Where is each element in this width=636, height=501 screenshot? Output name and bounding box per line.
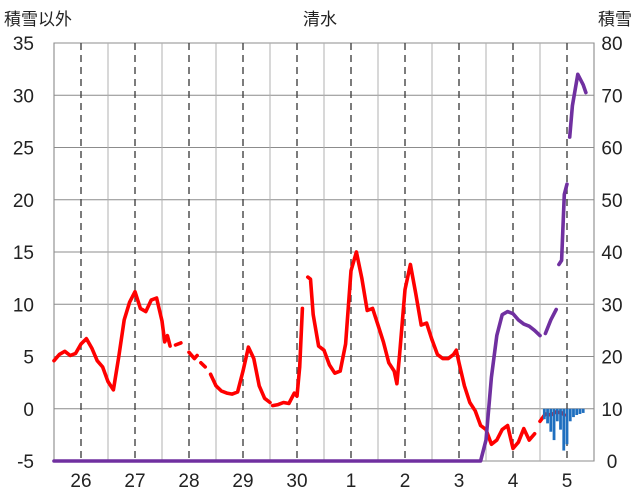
precip-bar	[552, 408, 556, 441]
right-tick-label: 30	[601, 295, 622, 316]
left-axis-label: 積雪以外	[4, 10, 72, 29]
right-tick-label: 10	[601, 400, 622, 421]
x-tick-label: 4	[508, 471, 519, 492]
right-tick-label: 60	[601, 139, 622, 160]
chart-title: 清水	[303, 10, 337, 29]
precip-bar	[542, 408, 546, 420]
precip-bar	[565, 408, 569, 445]
left-tick-label: 25	[13, 139, 34, 160]
x-tick-label: 29	[232, 471, 253, 492]
left-tick-label: 10	[13, 295, 34, 316]
left-tick-label: -5	[17, 452, 34, 473]
x-tick-label: 26	[70, 471, 91, 492]
precip-bar	[572, 408, 575, 418]
x-tick-label: 2	[400, 471, 411, 492]
precip-bar	[546, 408, 549, 424]
precip-bar	[549, 408, 553, 432]
x-tick-label: 30	[286, 471, 307, 492]
series-layer	[52, 72, 588, 463]
series-precip	[542, 408, 585, 451]
left-tick-label: 15	[13, 243, 34, 264]
left-tick-label: 0	[23, 400, 34, 421]
left-tick-label: 30	[13, 86, 34, 107]
right-tick-label: 20	[601, 348, 622, 369]
precip-bar	[568, 408, 572, 422]
right-axis-label: 積雪	[598, 10, 632, 29]
right-tick-label: 70	[601, 86, 622, 107]
x-tick-label: 28	[178, 471, 199, 492]
series-line-temp	[52, 250, 567, 451]
left-tick-label: 5	[23, 348, 34, 369]
precip-bar	[559, 408, 562, 430]
right-tick-label: 50	[601, 191, 622, 212]
precip-bar	[575, 408, 579, 416]
right-tick-label: 80	[601, 34, 622, 55]
precip-bar	[578, 408, 582, 414]
right-tick-label: 40	[601, 243, 622, 264]
x-tick-label: 1	[346, 471, 357, 492]
precip-bar	[581, 408, 585, 413]
series-line-snow	[52, 72, 588, 463]
precip-bar	[562, 408, 566, 451]
left-tick-label: 20	[13, 191, 34, 212]
x-tick-label: 27	[124, 471, 145, 492]
x-tick-label: 3	[454, 471, 465, 492]
right-tick-label: 0	[607, 452, 618, 473]
precip-bar	[555, 408, 559, 422]
x-tick-label: 5	[562, 471, 573, 492]
left-tick-label: 35	[13, 34, 34, 55]
grid	[54, 42, 594, 462]
